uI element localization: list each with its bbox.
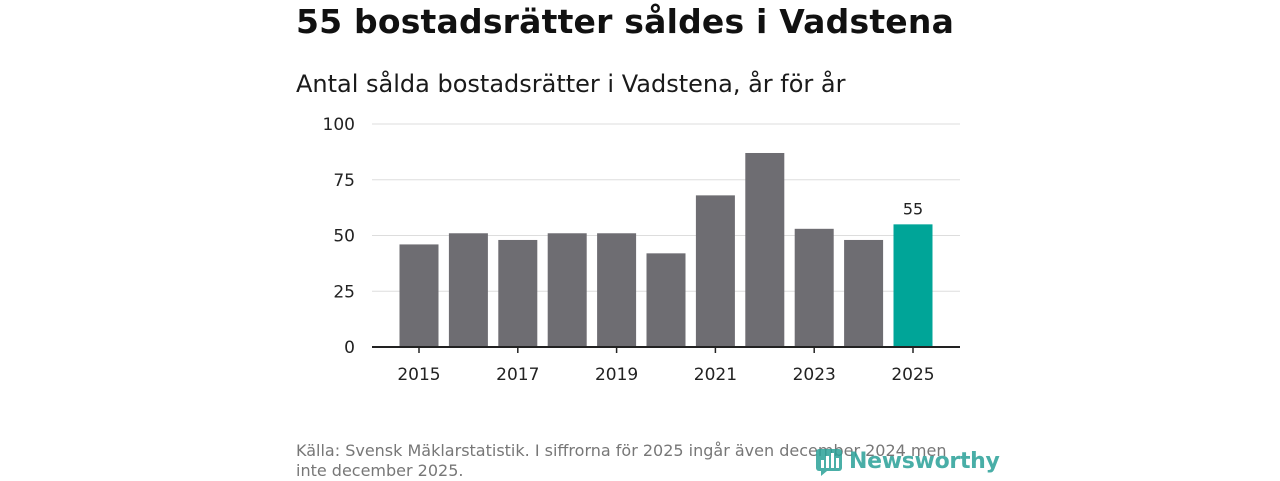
y-tick-label: 25 xyxy=(333,282,355,302)
bar-chart: 0 25 50 75 100 55 2015 2017 2019 2021 2023 2025 xyxy=(323,115,960,385)
bar-2019 xyxy=(597,233,637,347)
x-tick-label: 2023 xyxy=(793,365,836,385)
bar-2018 xyxy=(547,233,587,347)
bar-2020 xyxy=(646,253,686,347)
bar-2023 xyxy=(794,228,834,347)
bar-2025 xyxy=(893,224,933,347)
bars xyxy=(399,152,933,347)
bar-2015 xyxy=(399,244,439,347)
logo-text: Newsworthy xyxy=(849,448,1000,474)
newsworthy-bar-icon xyxy=(816,449,842,476)
newsworthy-logo: Newsworthy xyxy=(815,446,1000,476)
bar-2016 xyxy=(448,233,488,347)
bar-2024 xyxy=(844,239,884,347)
bar-2017 xyxy=(498,239,538,347)
y-axis-ticks: 0 25 50 75 100 xyxy=(323,115,355,358)
x-tick-label: 2021 xyxy=(694,365,737,385)
x-axis-ticks: 2015 2017 2019 2021 2023 2025 xyxy=(397,347,935,385)
y-tick-label: 0 xyxy=(344,338,355,358)
x-tick-label: 2025 xyxy=(891,365,934,385)
data-label-2025: 55 xyxy=(903,199,923,218)
bar-2022 xyxy=(745,152,785,347)
y-tick-label: 100 xyxy=(323,115,355,135)
source-note: Källa: Svensk Mäklarstatistik. I siffror… xyxy=(296,441,947,480)
x-tick-label: 2019 xyxy=(595,365,638,385)
x-tick-label: 2017 xyxy=(496,365,539,385)
y-tick-label: 75 xyxy=(333,171,355,191)
y-tick-label: 50 xyxy=(333,227,355,247)
data-labels: 55 xyxy=(903,199,923,218)
x-tick-label: 2015 xyxy=(397,365,440,385)
chart-title: Antal sålda bostadsrätter i Vadstena, år… xyxy=(296,70,846,98)
headline: 55 bostadsrätter såldes i Vadstena xyxy=(296,2,955,41)
bar-2021 xyxy=(695,195,735,347)
